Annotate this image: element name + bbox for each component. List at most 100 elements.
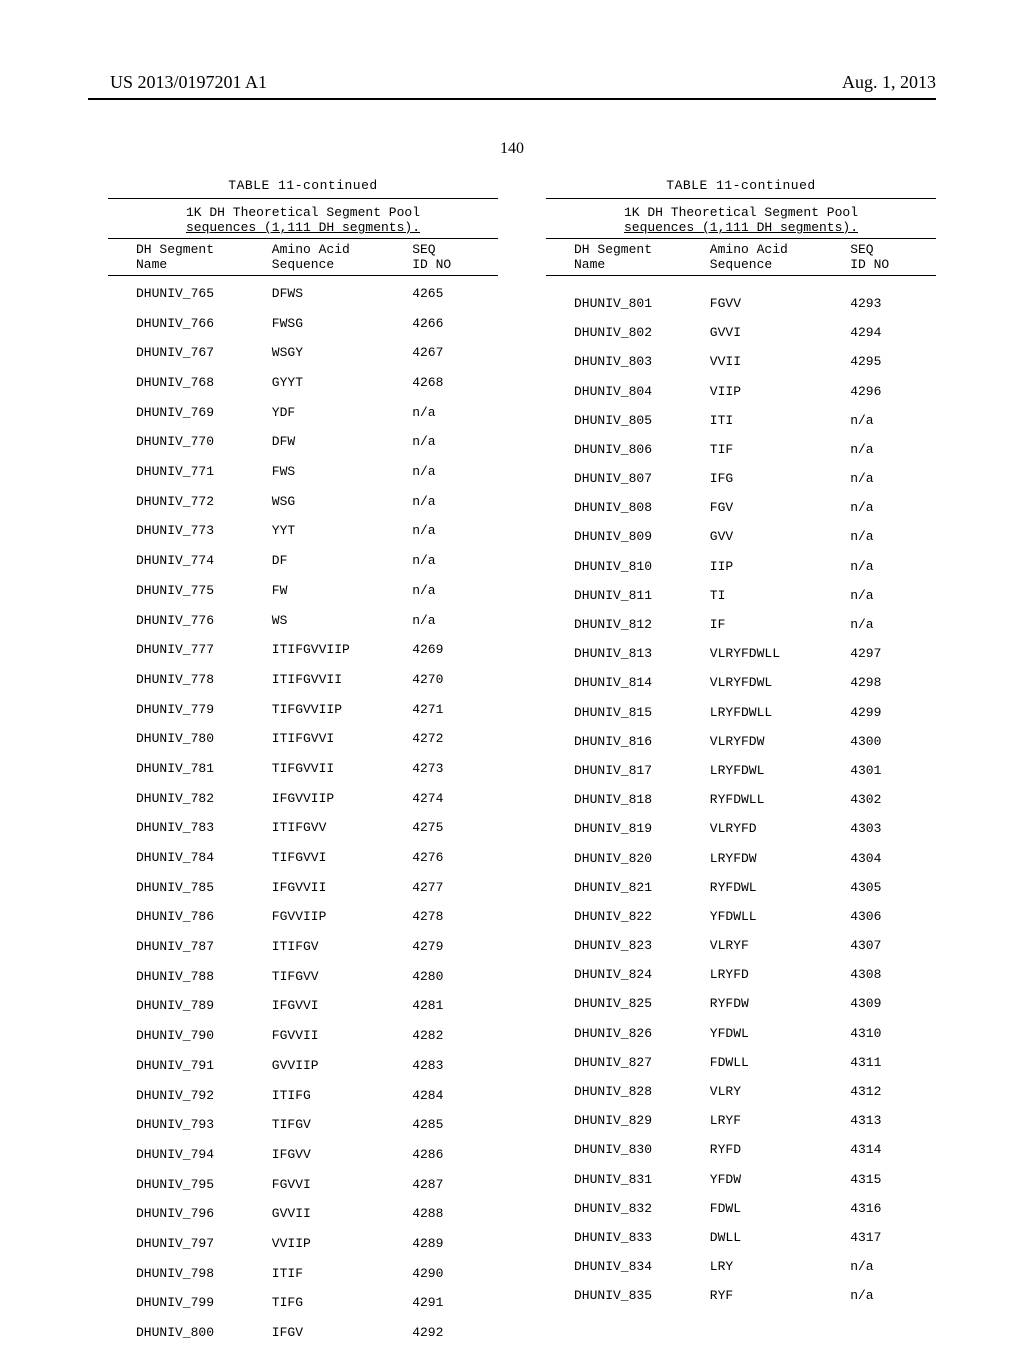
amino-acid-sequence: IFGVV bbox=[272, 1147, 412, 1163]
header-rule bbox=[88, 98, 936, 100]
table-row: DHUNIV_798ITIF4290 bbox=[108, 1266, 498, 1282]
segment-name: DHUNIV_765 bbox=[108, 286, 272, 302]
seq-id-no: 4294 bbox=[850, 325, 936, 341]
amino-acid-sequence: FW bbox=[272, 583, 412, 599]
seq-id-no: 4287 bbox=[412, 1177, 498, 1193]
seq-id-no: n/a bbox=[850, 413, 936, 429]
table-row: DHUNIV_807IFGn/a bbox=[546, 471, 936, 487]
amino-acid-sequence: ITI bbox=[710, 413, 850, 429]
amino-acid-sequence: DF bbox=[272, 553, 412, 569]
amino-acid-sequence: TIFGVV bbox=[272, 969, 412, 985]
table-row: DHUNIV_776WSn/a bbox=[108, 613, 498, 629]
segment-name: DHUNIV_828 bbox=[546, 1084, 710, 1100]
amino-acid-sequence: VLRY bbox=[710, 1084, 850, 1100]
amino-acid-sequence: FGVV bbox=[710, 296, 850, 312]
amino-acid-sequence: ITIFGVVI bbox=[272, 731, 412, 747]
seq-id-no: 4285 bbox=[412, 1117, 498, 1133]
amino-acid-sequence: RYFDW bbox=[710, 996, 850, 1012]
amino-acid-sequence: GYYT bbox=[272, 375, 412, 391]
table-row: DHUNIV_792ITIFG4284 bbox=[108, 1088, 498, 1104]
table-subtitle-r1: 1K DH Theoretical Segment Pool bbox=[546, 205, 936, 221]
amino-acid-sequence: VIIP bbox=[710, 384, 850, 400]
segment-name: DHUNIV_784 bbox=[108, 850, 272, 866]
table-row: DHUNIV_765DFWS4265 bbox=[108, 286, 498, 302]
amino-acid-sequence: IFGV bbox=[272, 1325, 412, 1341]
segment-name: DHUNIV_833 bbox=[546, 1230, 710, 1246]
segment-name: DHUNIV_806 bbox=[546, 442, 710, 458]
segment-name: DHUNIV_767 bbox=[108, 345, 272, 361]
segment-name: DHUNIV_781 bbox=[108, 761, 272, 777]
segment-name: DHUNIV_804 bbox=[546, 384, 710, 400]
seq-id-no: 4314 bbox=[850, 1142, 936, 1158]
left-column: TABLE 11-continued 1K DH Theoretical Seg… bbox=[108, 178, 498, 1355]
segment-name: DHUNIV_775 bbox=[108, 583, 272, 599]
table-row: DHUNIV_788TIFGVV4280 bbox=[108, 969, 498, 985]
amino-acid-sequence: VLRYF bbox=[710, 938, 850, 954]
column-headers: DH Segment Name Amino Acid Sequence SEQ … bbox=[546, 242, 936, 273]
segment-name: DHUNIV_825 bbox=[546, 996, 710, 1012]
segment-name: DHUNIV_832 bbox=[546, 1201, 710, 1217]
segment-name: DHUNIV_779 bbox=[108, 702, 272, 718]
table-row: DHUNIV_826YFDWL4310 bbox=[546, 1026, 936, 1042]
table-row: DHUNIV_820LRYFDW4304 bbox=[546, 851, 936, 867]
amino-acid-sequence: VLRYFD bbox=[710, 821, 850, 837]
amino-acid-sequence: FWS bbox=[272, 464, 412, 480]
seq-id-no: 4310 bbox=[850, 1026, 936, 1042]
segment-name: DHUNIV_827 bbox=[546, 1055, 710, 1071]
segment-name: DHUNIV_773 bbox=[108, 523, 272, 539]
segment-name: DHUNIV_796 bbox=[108, 1206, 272, 1222]
segment-name: DHUNIV_808 bbox=[546, 500, 710, 516]
seq-id-no: 4311 bbox=[850, 1055, 936, 1071]
amino-acid-sequence: YDF bbox=[272, 405, 412, 421]
seq-id-no: 4272 bbox=[412, 731, 498, 747]
table-row: DHUNIV_834LRYn/a bbox=[546, 1259, 936, 1275]
amino-acid-sequence: DFWS bbox=[272, 286, 412, 302]
seq-id-no: 4316 bbox=[850, 1201, 936, 1217]
seq-id-no: 4296 bbox=[850, 384, 936, 400]
table-row: DHUNIV_831YFDW4315 bbox=[546, 1172, 936, 1188]
seq-id-no: n/a bbox=[412, 464, 498, 480]
table-row: DHUNIV_824LRYFD4308 bbox=[546, 967, 936, 983]
segment-name: DHUNIV_829 bbox=[546, 1113, 710, 1129]
segment-name: DHUNIV_816 bbox=[546, 734, 710, 750]
amino-acid-sequence: TIFGVVIIP bbox=[272, 702, 412, 718]
segment-name: DHUNIV_812 bbox=[546, 617, 710, 633]
segment-name: DHUNIV_822 bbox=[546, 909, 710, 925]
segment-name: DHUNIV_772 bbox=[108, 494, 272, 510]
segment-name: DHUNIV_826 bbox=[546, 1026, 710, 1042]
segment-name: DHUNIV_805 bbox=[546, 413, 710, 429]
segment-name: DHUNIV_818 bbox=[546, 792, 710, 808]
seq-id-no: 4267 bbox=[412, 345, 498, 361]
table-row: DHUNIV_787ITIFGV4279 bbox=[108, 939, 498, 955]
amino-acid-sequence: YFDW bbox=[710, 1172, 850, 1188]
seq-id-no: 4317 bbox=[850, 1230, 936, 1246]
table-row: DHUNIV_775FWn/a bbox=[108, 583, 498, 599]
seq-id-no: 4270 bbox=[412, 672, 498, 688]
segment-name: DHUNIV_774 bbox=[108, 553, 272, 569]
hdr-seq-l1: Amino Acid bbox=[272, 242, 412, 258]
seq-id-no: 4281 bbox=[412, 998, 498, 1014]
seq-id-no: 4280 bbox=[412, 969, 498, 985]
amino-acid-sequence: ITIFGVVIIP bbox=[272, 642, 412, 658]
seq-id-no: 4275 bbox=[412, 820, 498, 836]
right-column: TABLE 11-continued 1K DH Theoretical Seg… bbox=[546, 178, 936, 1355]
seq-id-no: 4305 bbox=[850, 880, 936, 896]
table-row: DHUNIV_808FGVn/a bbox=[546, 500, 936, 516]
amino-acid-sequence: YFDWL bbox=[710, 1026, 850, 1042]
amino-acid-sequence: GVVIIP bbox=[272, 1058, 412, 1074]
segment-name: DHUNIV_790 bbox=[108, 1028, 272, 1044]
seq-id-no: 4301 bbox=[850, 763, 936, 779]
table-row: DHUNIV_823VLRYF4307 bbox=[546, 938, 936, 954]
table-row: DHUNIV_778ITIFGVVII4270 bbox=[108, 672, 498, 688]
amino-acid-sequence: RYFDWLL bbox=[710, 792, 850, 808]
table-row: DHUNIV_804VIIP4296 bbox=[546, 384, 936, 400]
seq-id-no: 4302 bbox=[850, 792, 936, 808]
segment-name: DHUNIV_823 bbox=[546, 938, 710, 954]
seq-id-no: 4284 bbox=[412, 1088, 498, 1104]
hdr-name-l1: DH Segment bbox=[136, 242, 272, 258]
header-underline bbox=[108, 275, 498, 276]
seq-id-no: 4292 bbox=[412, 1325, 498, 1341]
seq-id-no: n/a bbox=[412, 434, 498, 450]
seq-id-no: 4300 bbox=[850, 734, 936, 750]
amino-acid-sequence: GVVII bbox=[272, 1206, 412, 1222]
